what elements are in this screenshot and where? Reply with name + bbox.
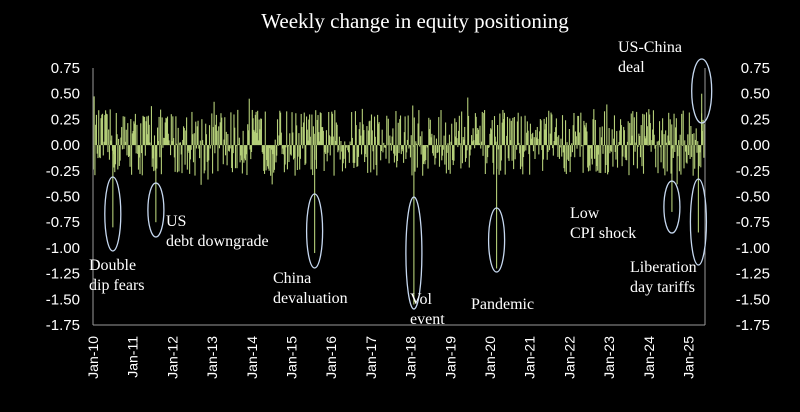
y-tick-label-left: -0.25 bbox=[46, 163, 80, 180]
x-tick-label: Jan-15 bbox=[284, 336, 300, 379]
x-tick-label: Jan-19 bbox=[442, 336, 458, 379]
y-tick-label-left: -1.25 bbox=[46, 266, 80, 283]
event-label: Low CPI shock bbox=[570, 205, 636, 242]
event-annotations: Double dip fears US debt downgrade China deva… bbox=[89, 39, 713, 328]
event-label: US-China deal bbox=[618, 39, 682, 76]
bar-series bbox=[92, 93, 706, 305]
y-tick-label-right: -1.00 bbox=[736, 240, 770, 257]
event-label-line: Low bbox=[570, 205, 600, 222]
event-highlight-ellipse bbox=[487, 207, 506, 273]
y-tick-label-right: -1.25 bbox=[736, 266, 770, 283]
event-highlight-ellipse bbox=[691, 58, 713, 124]
y-tick-label-right: -0.75 bbox=[736, 214, 770, 231]
y-tick-label-right: 0.25 bbox=[741, 111, 770, 128]
event-label-line: Liberation bbox=[630, 259, 697, 276]
y-tick-label-left: 0.75 bbox=[51, 60, 80, 77]
y-tick-label-right: -0.50 bbox=[736, 189, 770, 206]
event-label-line: Double bbox=[89, 257, 136, 274]
x-tick-label: Jan-21 bbox=[522, 336, 538, 379]
event-highlight-ellipse bbox=[689, 178, 708, 266]
y-axis-right: 0.75 0.50 0.25 0.00 -0.25 -0.50 -0.75 -1.00 -1.2… bbox=[736, 60, 770, 334]
x-tick-label: Jan-12 bbox=[164, 336, 180, 379]
x-tick-label: Jan-11 bbox=[125, 336, 141, 378]
y-tick-label-right: 0.75 bbox=[741, 60, 770, 77]
event-label-line: CPI shock bbox=[570, 225, 636, 242]
event-label: China devaluation bbox=[273, 270, 348, 307]
event-label: US debt downgrade bbox=[166, 213, 269, 250]
y-tick-label-left: 0.25 bbox=[51, 111, 80, 128]
event-highlight-ellipse bbox=[305, 193, 324, 269]
x-tick-label: Jan-16 bbox=[323, 336, 339, 379]
x-axis: Jan-10 Jan-11 Jan-12 Jan-13 Jan-14 Jan-15 Jan-… bbox=[85, 336, 697, 379]
event-label-line: US-China bbox=[618, 39, 682, 56]
event-label-line: dip fears bbox=[89, 277, 145, 294]
x-tick-label: Jan-17 bbox=[363, 336, 379, 379]
y-tick-label-left: -0.75 bbox=[46, 214, 80, 231]
event-label: Pandemic bbox=[471, 296, 534, 313]
y-axis-left: 0.75 0.50 0.25 0.00 -0.25 -0.50 -0.75 -1.00 -1.2… bbox=[46, 60, 80, 334]
event-label-line: Vol bbox=[410, 291, 432, 308]
y-tick-label-left: -1.75 bbox=[46, 317, 80, 334]
event-label-line: deal bbox=[618, 59, 645, 76]
event-highlight-ellipse bbox=[405, 196, 423, 310]
y-tick-label-right: 0.00 bbox=[741, 137, 770, 154]
event-highlight-ellipse bbox=[663, 180, 681, 234]
event-label-line: devaluation bbox=[273, 290, 348, 307]
x-tick-label: Jan-25 bbox=[681, 336, 697, 379]
y-tick-label-left: -1.00 bbox=[46, 240, 80, 257]
x-tick-label: Jan-14 bbox=[244, 336, 260, 379]
event-label: Double dip fears bbox=[89, 257, 145, 294]
y-tick-label-left: 0.50 bbox=[51, 86, 80, 103]
event-label: Liberation day tariffs bbox=[630, 259, 697, 296]
event-label: Vol event bbox=[410, 291, 445, 328]
y-tick-label-right: -1.50 bbox=[736, 291, 770, 308]
x-tick-label: Jan-20 bbox=[482, 336, 498, 379]
x-tick-label: Jan-13 bbox=[204, 336, 220, 379]
event-label-line: debt downgrade bbox=[166, 233, 269, 250]
y-tick-label-right: 0.50 bbox=[741, 86, 770, 103]
x-tick-label: Jan-18 bbox=[403, 336, 419, 379]
event-label-line: China bbox=[273, 270, 311, 287]
x-tick-label: Jan-22 bbox=[561, 336, 577, 379]
event-highlight-ellipse bbox=[147, 182, 165, 238]
x-tick-label: Jan-24 bbox=[641, 336, 657, 379]
axes bbox=[92, 68, 706, 326]
y-tick-label-right: -1.75 bbox=[736, 317, 770, 334]
event-label-line: day tariffs bbox=[630, 279, 695, 296]
x-tick-label: Jan-23 bbox=[601, 336, 617, 379]
y-tick-label-left: -1.50 bbox=[46, 291, 80, 308]
x-tick-label: Jan-10 bbox=[85, 336, 101, 379]
event-label-line: event bbox=[410, 311, 445, 328]
chart-title: Weekly change in equity positioning bbox=[261, 9, 569, 33]
y-tick-label-left: -0.50 bbox=[46, 189, 80, 206]
y-tick-label-left: 0.00 bbox=[51, 137, 80, 154]
event-label-line: US bbox=[166, 213, 186, 230]
event-highlight-ellipse bbox=[104, 176, 122, 252]
event-label-line: Pandemic bbox=[471, 296, 534, 313]
y-tick-label-right: -0.25 bbox=[736, 163, 770, 180]
